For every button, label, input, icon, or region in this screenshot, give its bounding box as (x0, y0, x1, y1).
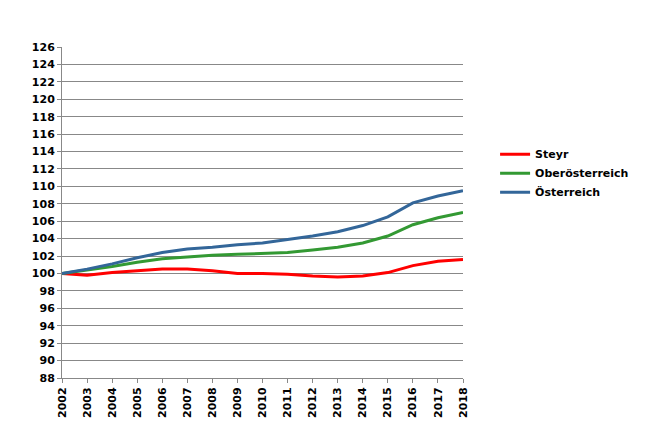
svg-text:2004: 2004 (106, 387, 119, 418)
svg-text:92: 92 (39, 337, 54, 350)
svg-text:96: 96 (39, 302, 55, 315)
svg-text:118: 118 (32, 111, 55, 124)
svg-text:2016: 2016 (406, 387, 419, 418)
svg-text:116: 116 (32, 128, 55, 141)
svg-text:2010: 2010 (256, 387, 269, 418)
svg-text:88: 88 (39, 372, 54, 385)
svg-text:104: 104 (32, 232, 55, 245)
svg-text:2015: 2015 (381, 387, 394, 418)
svg-text:2002: 2002 (56, 387, 69, 418)
svg-text:2006: 2006 (156, 387, 169, 418)
svg-text:2014: 2014 (356, 387, 369, 418)
svg-text:124: 124 (32, 58, 55, 71)
svg-text:102: 102 (32, 250, 55, 263)
svg-text:Oberösterreich: Oberösterreich (535, 167, 628, 180)
svg-text:2003: 2003 (81, 387, 94, 418)
svg-text:112: 112 (32, 163, 55, 176)
svg-text:100: 100 (32, 267, 55, 280)
svg-text:2008: 2008 (206, 387, 219, 418)
svg-text:106: 106 (32, 215, 55, 228)
svg-text:2011: 2011 (281, 387, 294, 418)
svg-text:Steyr: Steyr (535, 148, 569, 161)
svg-text:2017: 2017 (432, 387, 445, 418)
svg-text:114: 114 (32, 145, 55, 158)
svg-text:90: 90 (39, 354, 55, 367)
svg-text:108: 108 (32, 198, 55, 211)
svg-text:120: 120 (32, 93, 55, 106)
svg-text:2005: 2005 (131, 387, 144, 418)
svg-text:126: 126 (32, 41, 55, 54)
svg-text:122: 122 (32, 76, 55, 89)
svg-text:2018: 2018 (457, 387, 470, 418)
svg-text:2012: 2012 (306, 387, 319, 418)
svg-text:98: 98 (39, 285, 54, 298)
svg-text:2007: 2007 (181, 387, 194, 418)
svg-text:110: 110 (32, 180, 55, 193)
svg-text:2013: 2013 (331, 387, 344, 418)
svg-text:2009: 2009 (231, 387, 244, 418)
svg-text:Österreich: Österreich (535, 185, 600, 199)
svg-text:94: 94 (39, 320, 55, 333)
